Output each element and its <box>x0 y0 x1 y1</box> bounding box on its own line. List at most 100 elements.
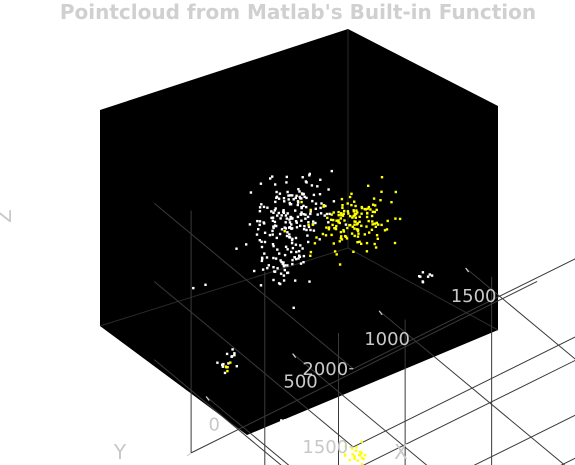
data-point <box>335 224 338 228</box>
x-tick-mark <box>205 396 210 401</box>
data-point <box>329 218 333 221</box>
plot-background <box>100 29 498 435</box>
data-point <box>294 220 298 223</box>
data-point <box>352 250 355 253</box>
data-point <box>271 216 275 219</box>
data-point <box>385 228 389 231</box>
data-point <box>301 176 304 179</box>
data-point <box>332 200 336 203</box>
data-point <box>354 204 357 208</box>
data-point <box>298 255 302 259</box>
data-point <box>360 451 363 454</box>
data-point <box>307 240 310 244</box>
data-point <box>343 453 347 456</box>
data-point <box>380 223 383 227</box>
x-tick-mark <box>292 353 297 359</box>
data-point <box>367 205 371 209</box>
axis-ticks: 05001000150005001000100015002000 <box>186 267 497 458</box>
data-point <box>367 184 370 187</box>
data-point <box>344 235 348 238</box>
data-point <box>340 214 343 217</box>
data-point <box>269 177 272 180</box>
data-point <box>321 232 325 236</box>
data-point <box>355 456 358 460</box>
data-point <box>276 267 279 270</box>
data-point <box>258 206 262 209</box>
data-point <box>283 264 286 267</box>
data-point <box>292 198 295 201</box>
data-point <box>337 214 340 217</box>
data-point <box>358 215 361 218</box>
data-point <box>258 210 262 213</box>
data-point <box>371 220 374 223</box>
data-point <box>285 181 288 184</box>
data-point <box>350 447 354 450</box>
data-point <box>352 462 356 465</box>
data-point <box>332 218 335 222</box>
data-point <box>314 202 318 205</box>
data-point <box>308 172 311 176</box>
data-point <box>277 197 281 200</box>
data-point <box>295 194 298 197</box>
data-point <box>347 212 350 215</box>
data-point <box>330 169 333 173</box>
data-point <box>300 211 303 214</box>
data-point <box>365 250 369 253</box>
data-point <box>309 208 312 212</box>
data-point <box>373 242 376 246</box>
data-point <box>270 216 273 220</box>
data-point <box>303 195 306 198</box>
data-point <box>284 214 288 217</box>
data-point <box>353 234 356 238</box>
data-point <box>360 456 364 460</box>
data-point <box>358 453 361 457</box>
data-point <box>327 226 331 229</box>
data-point <box>271 229 274 233</box>
data-point <box>356 211 359 214</box>
data-point <box>315 236 318 239</box>
data-point <box>300 192 304 195</box>
data-point <box>294 279 297 282</box>
data-point <box>319 206 322 210</box>
data-point <box>295 257 298 261</box>
data-point <box>304 213 307 216</box>
x-axis-label: X <box>394 440 408 464</box>
data-point <box>357 232 360 235</box>
point-cloud <box>192 169 434 465</box>
data-point <box>278 252 281 255</box>
data-point <box>294 243 298 246</box>
data-point <box>353 200 356 203</box>
data-point <box>286 248 289 251</box>
data-point <box>360 463 364 465</box>
data-point <box>271 233 274 236</box>
data-point <box>279 259 282 262</box>
data-point <box>375 234 379 237</box>
data-point <box>365 225 368 228</box>
data-point <box>303 225 306 228</box>
data-point <box>309 254 312 257</box>
data-point <box>353 223 356 226</box>
data-point <box>280 419 283 422</box>
data-point <box>362 457 365 461</box>
data-point <box>222 362 225 366</box>
data-point <box>332 242 335 245</box>
data-point <box>309 228 312 232</box>
data-point <box>356 460 359 463</box>
data-point <box>300 206 303 210</box>
data-point <box>266 206 269 209</box>
data-point <box>355 228 359 231</box>
data-point <box>306 215 310 219</box>
data-point <box>302 204 305 208</box>
data-point <box>338 221 341 225</box>
data-point <box>373 210 376 214</box>
data-point <box>263 252 266 255</box>
data-point <box>355 209 358 212</box>
data-point <box>363 454 367 457</box>
data-point <box>352 210 355 213</box>
data-point <box>337 221 340 224</box>
data-point <box>229 361 232 364</box>
data-point <box>288 226 292 229</box>
data-point <box>299 213 303 216</box>
data-point <box>249 191 253 194</box>
